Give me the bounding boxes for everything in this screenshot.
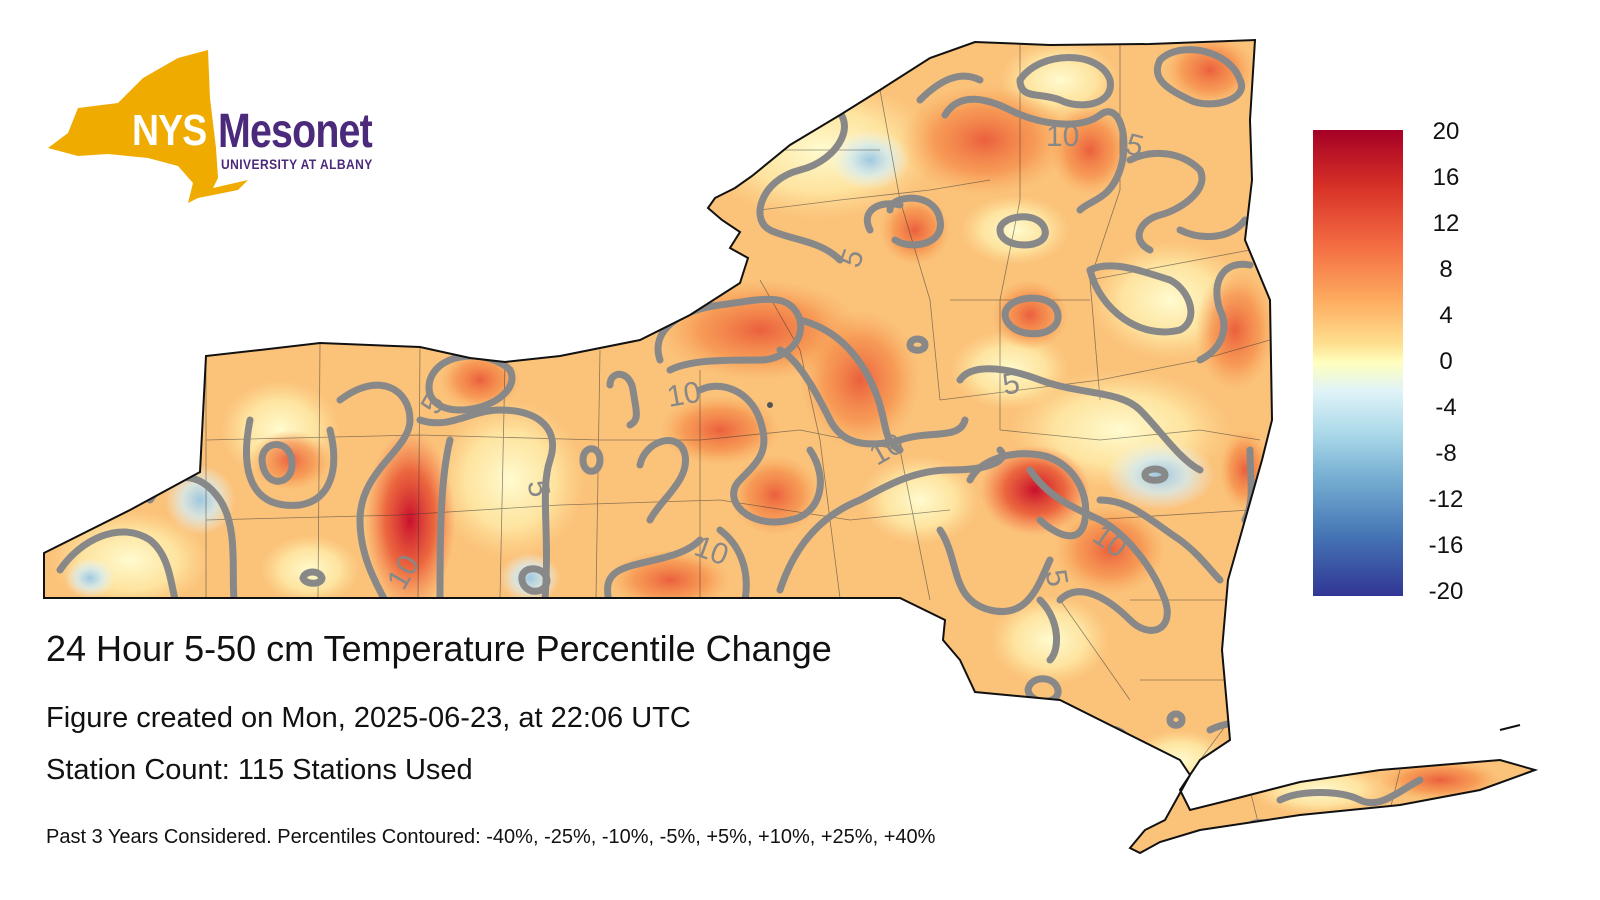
island-outline <box>1499 724 1521 731</box>
figure-title: 24 Hour 5-50 cm Temperature Percentile C… <box>46 628 832 669</box>
footnote: Past 3 Years Considered. Percentiles Con… <box>46 826 936 848</box>
figure-created-date: Figure created on Mon, 2025-06-23, at 22… <box>46 702 691 734</box>
ny-state-shape-icon <box>48 50 248 203</box>
colorbar-tick-label: 8 <box>1439 256 1453 283</box>
contour-label: 10 <box>1046 120 1079 153</box>
colorbar-tick-label: -16 <box>1428 532 1464 559</box>
nys-mesonet-logo: NYS Mesonet UNIVERSITY AT ALBANY <box>48 48 408 208</box>
station-count: Station Count: 115 Stations Used <box>46 754 473 786</box>
contour-label: 10 <box>665 376 704 414</box>
colorbar-tick-label: 16 <box>1432 164 1460 191</box>
colorbar-tick-label: -12 <box>1428 486 1464 513</box>
contour-label: 5 <box>521 477 556 499</box>
state-outline <box>43 38 1539 855</box>
logo-nys-text: NYS <box>132 106 207 155</box>
colorbar <box>1313 130 1403 596</box>
colorbar-tick-label: -8 <box>1435 440 1457 467</box>
county-lines <box>205 44 1401 831</box>
percentile-contours <box>56 46 1424 834</box>
contour-label: 5 <box>1039 567 1074 589</box>
lake-marker <box>767 402 773 408</box>
colorbar-tick-label: -20 <box>1428 578 1464 605</box>
colorbar-tick-label: 12 <box>1432 210 1460 237</box>
colorbar-tick-label: -4 <box>1435 394 1457 421</box>
colorbar-tick-label: 4 <box>1439 302 1453 329</box>
contour-label: 5 <box>1000 366 1022 401</box>
logo-university-text: UNIVERSITY AT ALBANY <box>221 156 373 172</box>
colorbar-tick-label: 0 <box>1439 348 1453 375</box>
logo-mesonet-text: Mesonet <box>218 105 373 158</box>
colorbar-tick-label: 20 <box>1432 118 1460 145</box>
